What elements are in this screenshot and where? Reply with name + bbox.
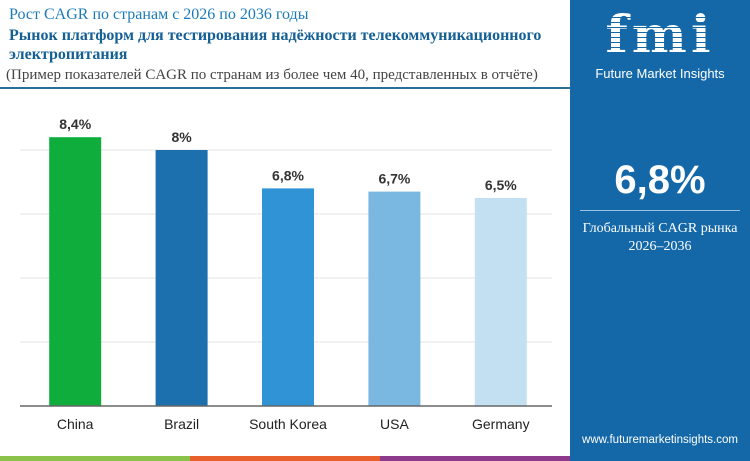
x-tick-label: Germany (472, 416, 530, 432)
label-line1: Глобальный CAGR рынка (582, 221, 738, 236)
chart-title: Рынок платформ для тестирования надёжнос… (9, 27, 542, 63)
data-label: 6,7% (378, 171, 410, 187)
stripe-green (0, 456, 190, 461)
brand-name: Future Market Insights (595, 66, 725, 81)
data-label: 8,4% (59, 116, 91, 132)
header-divider (0, 87, 570, 89)
bar-usa (368, 191, 421, 406)
global-cagr-value: 6,8% (614, 158, 706, 202)
data-label: 6,8% (272, 167, 304, 183)
chart-note: (Пример показателей CAGR по странам из б… (6, 67, 538, 83)
x-tick-label: China (57, 416, 94, 432)
bar-south-korea (262, 188, 314, 406)
data-label: 6,5% (485, 177, 517, 193)
stripe-orange (190, 456, 380, 461)
x-tick-label: USA (380, 416, 409, 432)
x-tick-label: Brazil (164, 416, 199, 432)
label-line2: 2026–2036 (628, 239, 692, 254)
sidebar-divider (580, 210, 740, 211)
bar-germany (474, 198, 527, 406)
stripe-purple (380, 456, 570, 461)
bar-china (49, 137, 102, 406)
sidebar-panel: fmi Future Market Insights 6,8% Глобальн… (570, 0, 750, 461)
bar-brazil (155, 150, 208, 406)
x-tick-label: South Korea (249, 416, 327, 432)
fmi-logo: fmi (570, 8, 750, 64)
bar-chart: 8,4% China 8% Brazil 6,8% South Korea 6,7% USA 6… (20, 116, 552, 432)
global-cagr-label: Глобальный CAGR рынка 2026–2036 (570, 220, 750, 256)
data-label: 8% (171, 129, 192, 145)
website-link[interactable]: www.futuremarketinsights.com (582, 434, 738, 446)
chart-subtitle: Рост CAGR по странам с 2026 по 2036 годы (9, 6, 309, 23)
